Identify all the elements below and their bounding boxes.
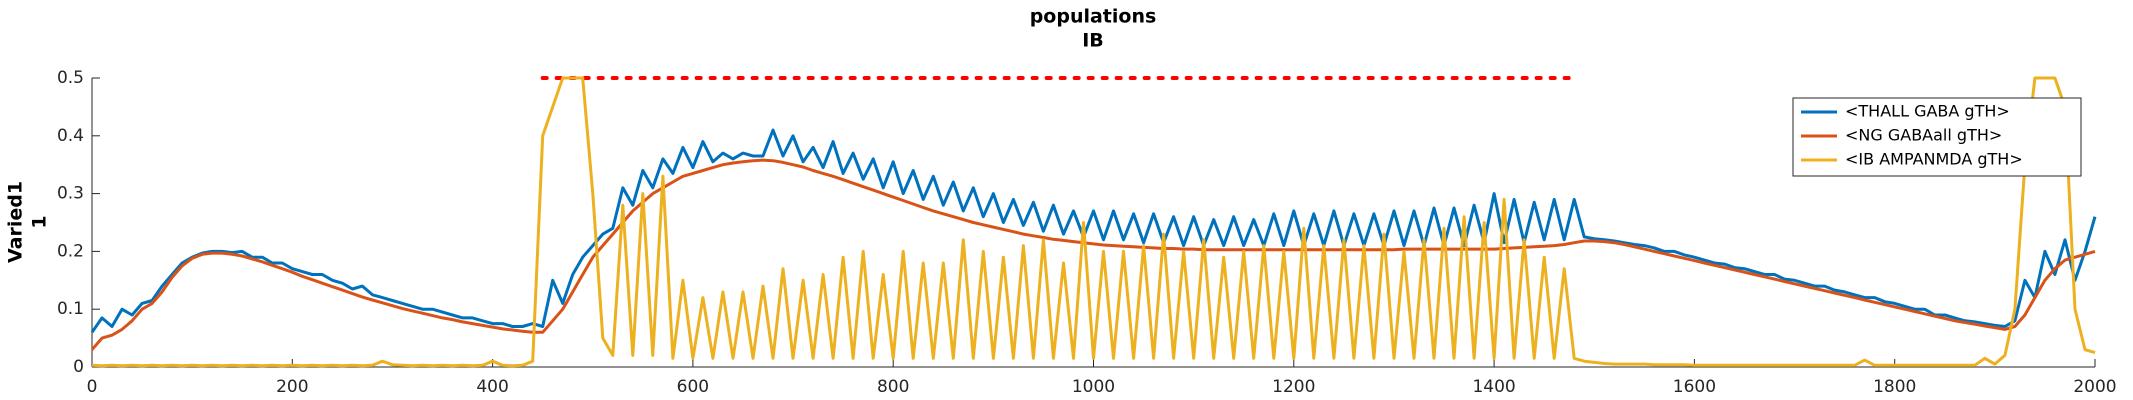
- y-axis-label: 1: [29, 215, 51, 228]
- y-tick-label: 0.4: [57, 126, 84, 146]
- y-axis-label: Varied1: [5, 181, 27, 263]
- y-tick-label: 0: [73, 357, 84, 377]
- chart-title: populations: [1030, 6, 1157, 28]
- legend-label: <NG GABAall gTH>: [1845, 126, 2002, 145]
- y-tick-label: 0.3: [57, 184, 84, 204]
- line-series: [90, 158, 2096, 351]
- line-series: [91, 76, 2096, 368]
- legend-label: <THALL GABA gTH>: [1845, 102, 2010, 121]
- x-tick-label: 1000: [1072, 377, 1115, 397]
- x-tick-label: 1400: [1472, 377, 1515, 397]
- x-tick-label: 400: [476, 377, 508, 397]
- y-tick-label: 0.2: [57, 241, 84, 261]
- x-tick-label: 200: [276, 377, 308, 397]
- x-tick-label: 800: [877, 377, 909, 397]
- x-tick-label: 1800: [1873, 377, 1916, 397]
- x-tick-label: 0: [87, 377, 98, 397]
- y-tick-label: 0.1: [57, 299, 84, 319]
- line-series: [90, 128, 2097, 334]
- x-tick-label: 1600: [1673, 377, 1716, 397]
- x-tick-label: 1200: [1272, 377, 1315, 397]
- legend-box: [1792, 97, 2082, 177]
- x-tick-label: 600: [677, 377, 709, 397]
- y-tick-label: 0.5: [57, 68, 84, 88]
- x-tick-label: 2000: [2073, 377, 2116, 397]
- chart-subtitle: IB: [1082, 30, 1104, 52]
- legend-label: <IB AMPANMDA gTH>: [1845, 150, 2023, 169]
